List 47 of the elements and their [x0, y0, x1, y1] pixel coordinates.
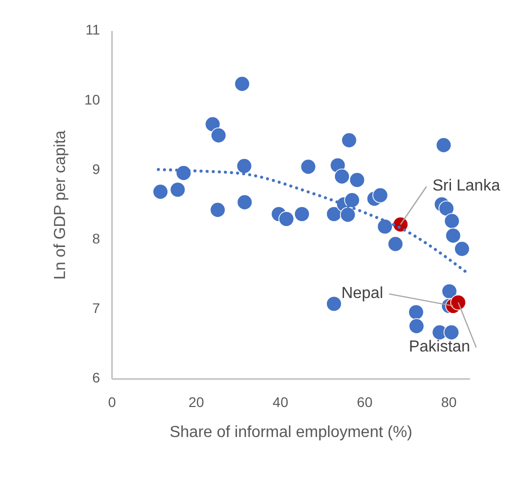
point	[170, 182, 186, 198]
y-tick-label: 6	[92, 370, 100, 386]
point	[450, 294, 466, 310]
point	[210, 128, 226, 144]
point	[234, 76, 250, 92]
y-tick-label: 11	[85, 22, 100, 38]
point	[436, 137, 452, 154]
point	[444, 324, 460, 340]
point	[341, 132, 358, 148]
x-tick-label: 0	[108, 394, 116, 410]
y-tick-label: 7	[92, 300, 100, 316]
point	[278, 211, 294, 227]
point	[344, 192, 360, 208]
y-axis-title: Ln of GDP per capita	[52, 130, 69, 280]
point	[294, 206, 310, 222]
x-tick-label: 20	[188, 394, 204, 410]
annotation: Nepal	[341, 285, 384, 302]
point	[349, 172, 366, 188]
y-tick-label: 8	[92, 230, 100, 247]
point	[408, 304, 424, 320]
y-tick-label: 9	[92, 160, 100, 177]
point	[388, 236, 404, 252]
point	[210, 202, 226, 218]
x-tick-label: 80	[441, 394, 457, 410]
point	[334, 168, 350, 184]
x-tick-label: 40	[272, 394, 288, 410]
point	[300, 158, 316, 175]
point	[236, 194, 253, 210]
point	[408, 318, 424, 334]
point	[340, 206, 356, 223]
point	[326, 296, 342, 312]
point	[326, 206, 342, 222]
point	[236, 158, 252, 174]
annotation: Pakistan	[408, 338, 470, 356]
point	[454, 240, 470, 257]
point	[441, 283, 458, 300]
point	[377, 218, 393, 234]
point	[176, 165, 192, 181]
point	[152, 184, 168, 200]
y-tick-label: 10	[84, 91, 100, 108]
x-tick-label: 60	[356, 394, 373, 410]
point	[444, 213, 460, 229]
point	[438, 200, 454, 216]
point	[445, 228, 462, 244]
x-axis-title: Share of informal employment (%)	[170, 424, 412, 441]
point	[372, 187, 388, 204]
annotation: Sri Lanka	[432, 178, 500, 195]
